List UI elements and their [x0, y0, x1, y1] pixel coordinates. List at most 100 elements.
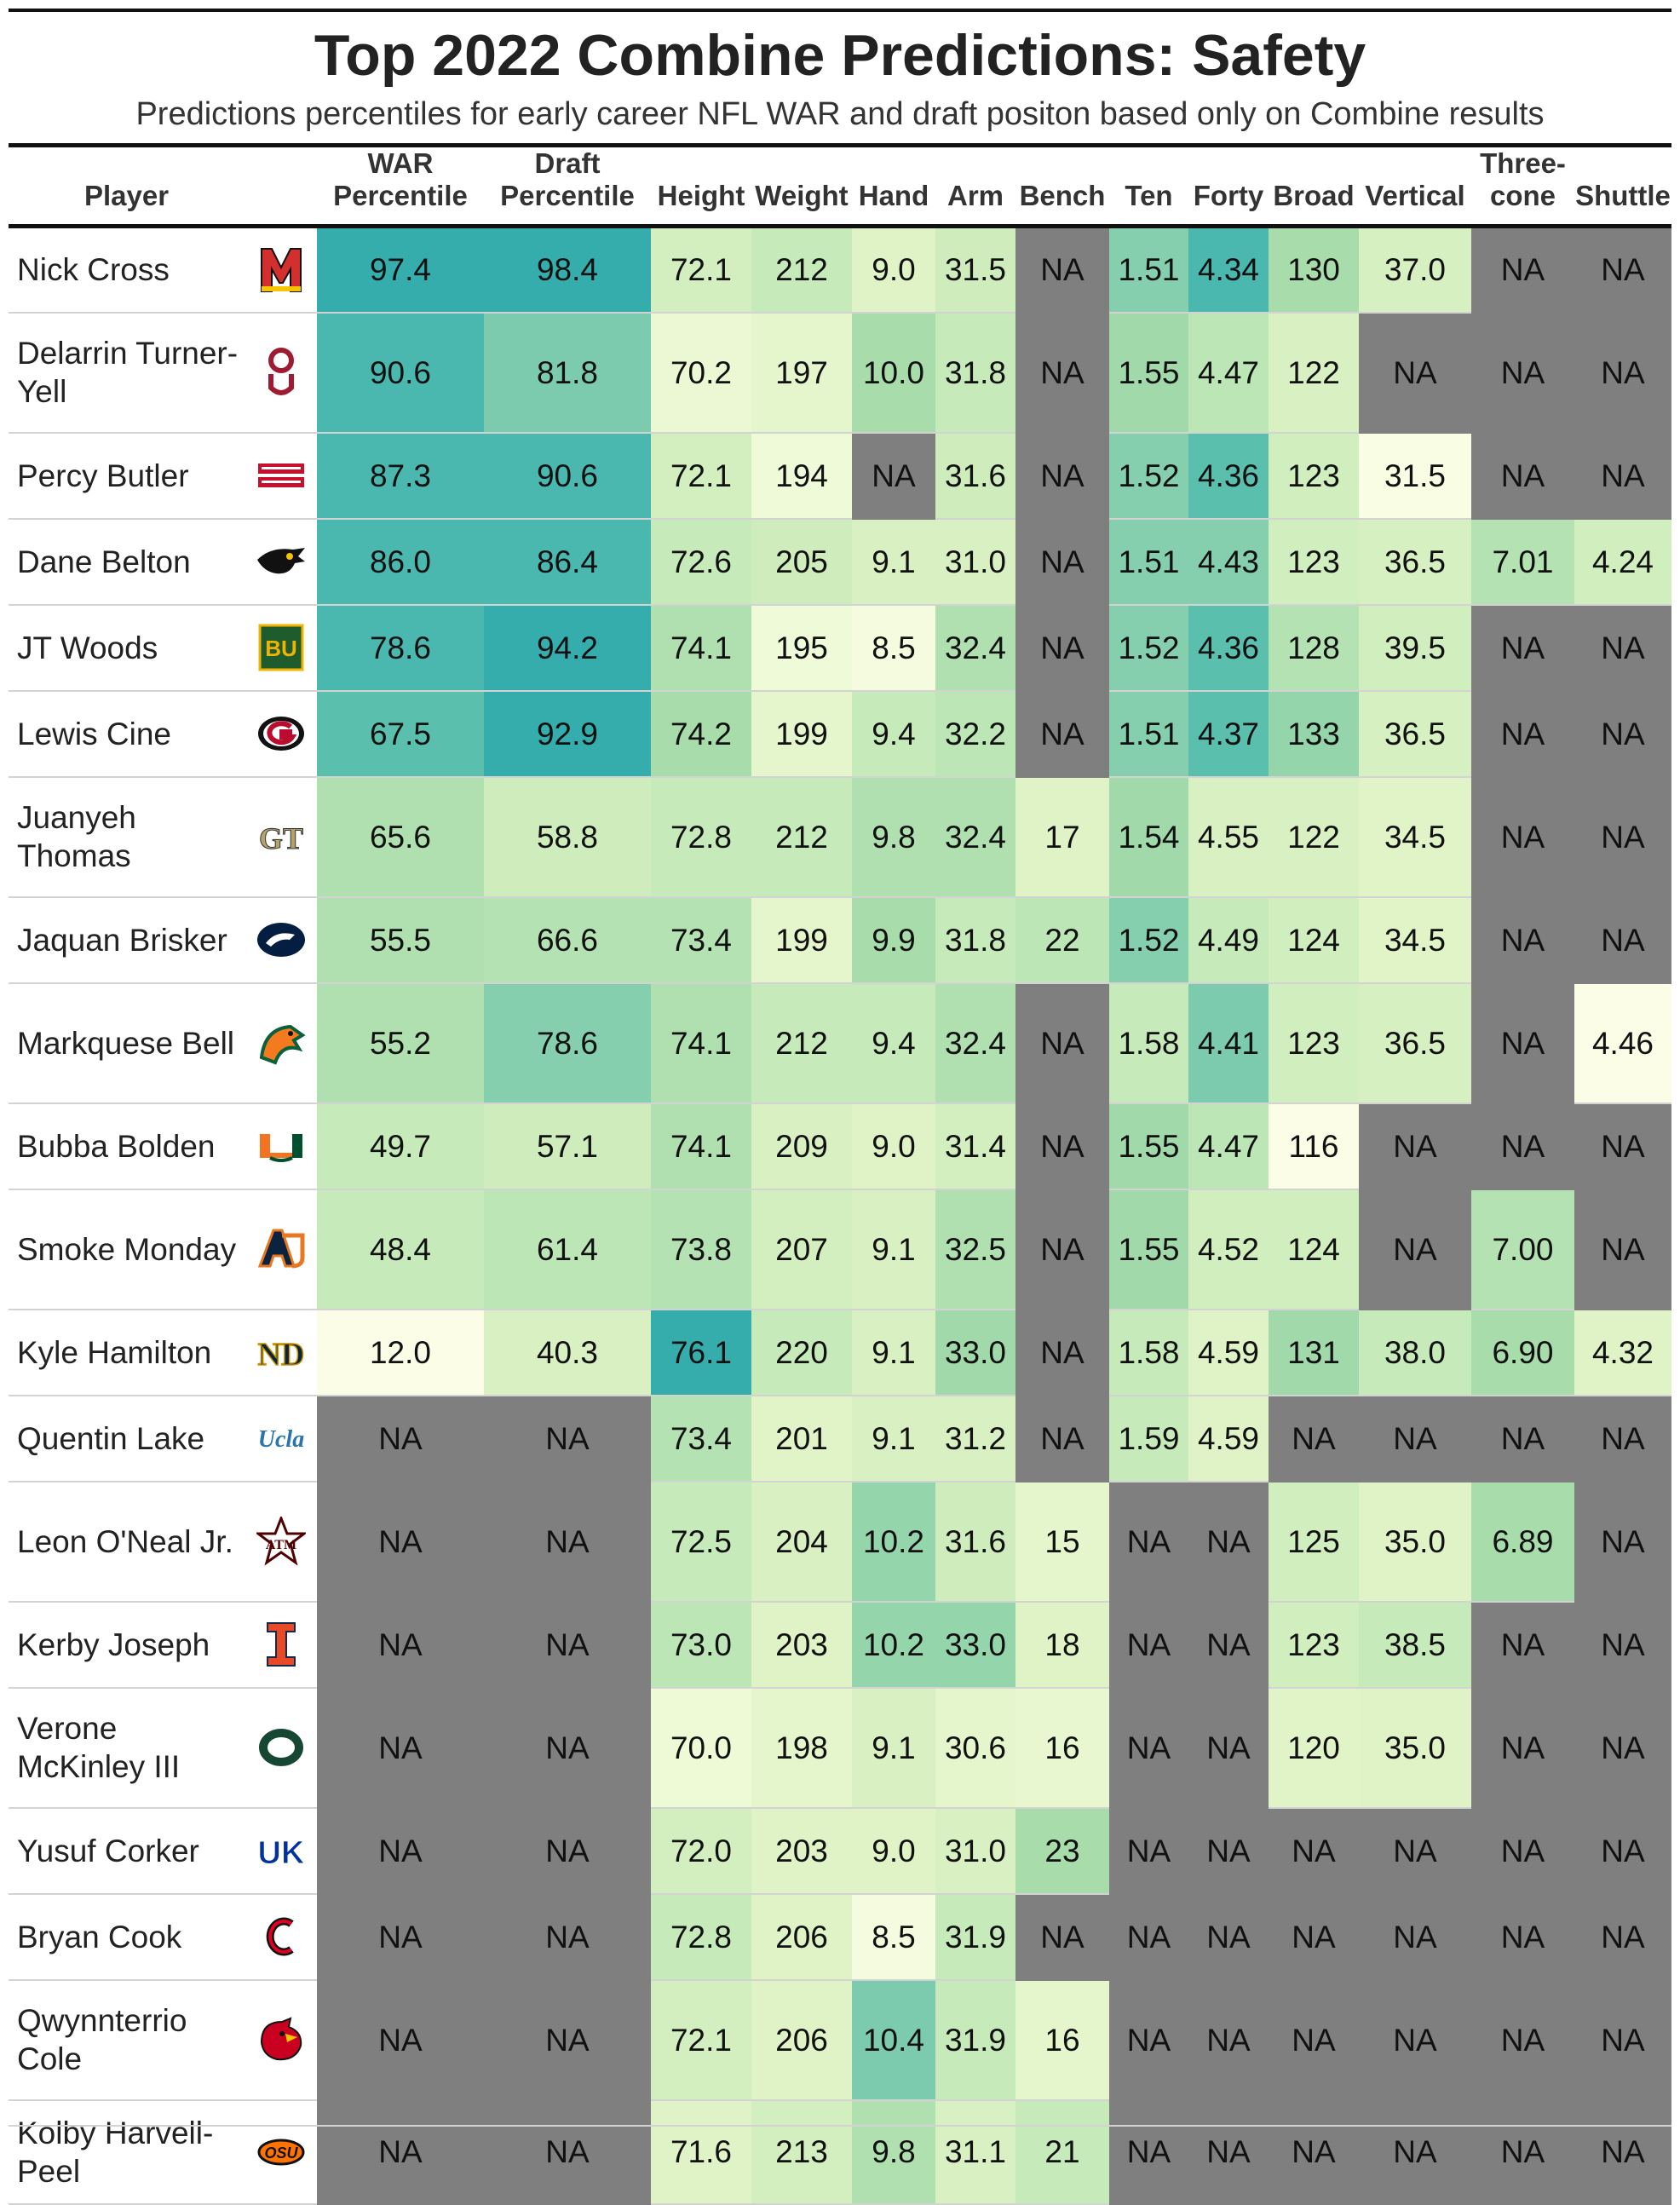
header-row: Player WAR Percentile Draft Percentile Height… [9, 147, 1671, 227]
cell-hand: 10.4 [852, 1979, 935, 2101]
cell-forty: 4.49 [1188, 896, 1269, 984]
cell-ten: NA [1109, 1481, 1188, 1603]
cell-draft: 81.8 [484, 312, 651, 434]
column-header-three-cone: Three-cone [1480, 147, 1566, 211]
table-row: Jaquan Brisker 55.5 66.6 73.4 199 9.9 31.8 22 1.… [9, 896, 1671, 984]
cell-bench: NA [1015, 982, 1109, 1104]
cell-height: 72.0 [651, 1807, 751, 1895]
player-name: Verone McKinley III [9, 1687, 245, 1809]
table-row: Markquese Bell 55.2 78.6 74.1 212 9.4 32.4 NA 1.… [9, 982, 1671, 1104]
school-logo-cell [245, 432, 317, 520]
cell-hand: 9.8 [852, 776, 935, 898]
cell-vertical: 39.5 [1359, 604, 1471, 692]
cell-vertical: 38.5 [1359, 1601, 1471, 1689]
cell-vertical: 35.0 [1359, 1687, 1471, 1809]
cell-forty: 4.36 [1188, 432, 1269, 520]
cell-shuttle: NA [1574, 1893, 1671, 1981]
cell-draft: 94.2 [484, 604, 651, 692]
cell-height: 70.0 [651, 1687, 751, 1809]
school-logo-cell [245, 1601, 317, 1689]
cell-weight: 197 [751, 312, 852, 434]
school-logo-cell [245, 1189, 317, 1310]
school-logo-cell [245, 312, 317, 434]
cell-broad: 122 [1269, 776, 1359, 898]
school-logo-cell: BU [245, 604, 317, 692]
cell-ten: 1.55 [1109, 1102, 1188, 1190]
cell-war: NA [317, 1395, 484, 1482]
player-name: Lewis Cine [9, 690, 245, 778]
oklahoma-logo-icon [255, 346, 308, 399]
player-name: Yusuf Corker [9, 1807, 245, 1895]
cell-broad: NA [1269, 1979, 1359, 2101]
cell-three-cone: NA [1471, 604, 1574, 692]
cell-forty: 4.43 [1188, 518, 1269, 606]
cell-shuttle: NA [1574, 604, 1671, 692]
cell-bench: NA [1015, 312, 1109, 434]
cell-shuttle: NA [1574, 896, 1671, 984]
cell-vertical: 38.0 [1359, 1309, 1471, 1396]
cell-weight: 204 [751, 1481, 852, 1603]
cell-weight: 206 [751, 1979, 852, 2101]
cell-draft: 40.3 [484, 1309, 651, 1396]
table-row: Percy Butler 87.3 90.6 72.1 194 NA 31.6 NA 1.52 4… [9, 432, 1671, 520]
miami-logo-icon [255, 1120, 308, 1172]
cell-shuttle: NA [1574, 2099, 1671, 2205]
cell-three-cone: NA [1471, 1893, 1574, 1981]
cell-height: 73.8 [651, 1189, 751, 1310]
cell-three-cone: NA [1471, 432, 1574, 520]
cell-shuttle: NA [1574, 1687, 1671, 1809]
cell-ten: NA [1109, 1687, 1188, 1809]
cell-war: 55.5 [317, 896, 484, 984]
cell-forty: NA [1188, 1687, 1269, 1809]
school-logo-cell [245, 1687, 317, 1809]
cell-ten: 1.55 [1109, 1189, 1188, 1310]
cell-weight: 220 [751, 1309, 852, 1396]
school-logo-cell [245, 1979, 317, 2101]
cell-broad: 124 [1269, 1189, 1359, 1310]
cell-broad: 128 [1269, 604, 1359, 692]
cell-war: 48.4 [317, 1189, 484, 1310]
cell-hand: NA [852, 432, 935, 520]
cell-three-cone: NA [1471, 1687, 1574, 1809]
cell-hand: 9.0 [852, 1807, 935, 1895]
cell-arm: 31.5 [935, 226, 1015, 314]
cell-weight: 212 [751, 982, 852, 1104]
cell-war: 12.0 [317, 1309, 484, 1396]
chart-subtitle: Predictions percentiles for early career… [135, 96, 1545, 132]
cell-war: NA [317, 1601, 484, 1689]
cell-bench: NA [1015, 226, 1109, 314]
player-name: Qwynnterrio Cole [9, 1979, 245, 2101]
cell-height: 70.2 [651, 312, 751, 434]
table-row: Dane Belton 86.0 86.4 72.6 205 9.1 31.0 NA 1.51 4… [9, 518, 1671, 606]
svg-text:Ucla: Ucla [257, 1426, 303, 1453]
cell-war: NA [317, 1807, 484, 1895]
player-name: Bubba Bolden [9, 1102, 245, 1190]
svg-text:ATM: ATM [265, 1538, 296, 1552]
cell-draft: 66.6 [484, 896, 651, 984]
cell-shuttle: NA [1574, 1189, 1671, 1310]
cell-weight: 206 [751, 1893, 852, 1981]
cell-ten: 1.52 [1109, 604, 1188, 692]
cell-arm: 31.2 [935, 1395, 1015, 1482]
cell-hand: 8.5 [852, 1893, 935, 1981]
cell-war: 78.6 [317, 604, 484, 692]
cell-forty: 4.59 [1188, 1309, 1269, 1396]
cell-bench: 16 [1015, 1687, 1109, 1809]
cell-height: 73.0 [651, 1601, 751, 1689]
column-header-broad: Broad [1273, 180, 1355, 211]
cell-broad: 123 [1269, 982, 1359, 1104]
cell-ten: 1.58 [1109, 1309, 1188, 1396]
player-name: Markquese Bell [9, 982, 245, 1104]
cell-forty: NA [1188, 1979, 1269, 2101]
cell-ten: 1.51 [1109, 226, 1188, 314]
georgia-logo-icon [255, 707, 308, 760]
cell-war: NA [317, 1893, 484, 1981]
top-rule [9, 9, 1671, 12]
cell-weight: 201 [751, 1395, 852, 1482]
cell-height: 76.1 [651, 1309, 751, 1396]
cell-draft: NA [484, 1893, 651, 1981]
table-row: Verone McKinley III NA NA 70.0 198 9.1 30.6 16 N… [9, 1687, 1671, 1809]
cell-weight: 203 [751, 1601, 852, 1689]
cell-arm: 31.1 [935, 2099, 1015, 2205]
cell-ten: 1.51 [1109, 518, 1188, 606]
